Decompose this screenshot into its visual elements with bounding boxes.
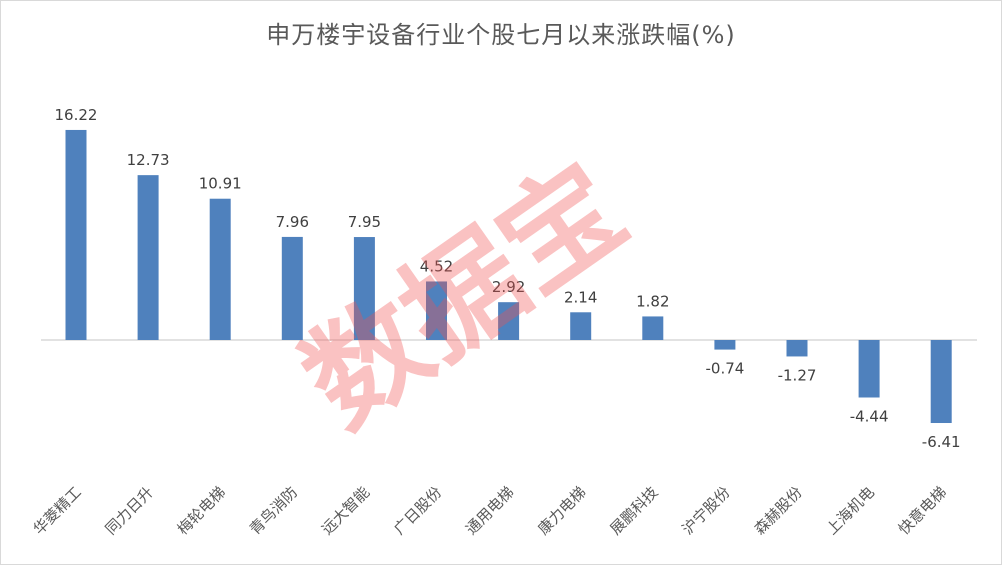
bar-1	[137, 175, 159, 340]
bar-2	[209, 198, 231, 340]
x-tick-label-2: 梅轮电梯	[174, 483, 229, 538]
x-tick-label-6: 通用电梯	[462, 483, 517, 538]
data-label-8: 1.82	[636, 292, 669, 310]
bar-5	[426, 281, 447, 340]
data-label-9: -0.74	[705, 360, 744, 378]
x-tick-label-3: 青鸟消防	[246, 483, 301, 538]
data-label-6: 2.92	[492, 278, 525, 296]
data-label-7: 2.14	[564, 288, 597, 306]
bar-4	[353, 237, 375, 340]
x-tick-label-5: 广日股份	[390, 483, 445, 538]
data-label-5: 4.52	[420, 257, 453, 275]
data-label-2: 10.91	[199, 175, 242, 193]
x-tick-label-10: 森赫股份	[751, 483, 806, 538]
x-tick-label-7: 康力电梯	[534, 483, 589, 538]
data-label-3: 7.96	[276, 213, 309, 231]
data-label-0: 16.22	[55, 106, 98, 124]
x-tick-label-9: 沪宁股份	[679, 483, 734, 538]
data-label-11: -4.44	[850, 407, 889, 425]
x-tick-label-8: 展鹏科技	[606, 483, 661, 538]
bar-8	[642, 316, 664, 340]
chart-title: 申万楼宇设备行业个股七月以来涨跌幅(%)	[266, 21, 736, 49]
x-tick-label-12: 快意电梯	[895, 483, 950, 538]
data-label-10: -1.27	[778, 366, 817, 384]
data-label-4: 7.95	[348, 213, 381, 231]
x-tick-label-11: 上海机电	[823, 483, 878, 538]
bar-0	[65, 129, 87, 340]
x-tick-label-4: 远大智能	[318, 483, 373, 538]
bar-7	[570, 312, 592, 340]
data-label-1: 12.73	[127, 151, 170, 169]
x-tick-label-1: 同力日升	[102, 483, 157, 538]
data-label-12: -6.41	[922, 433, 961, 451]
bar-11	[858, 340, 880, 398]
x-tick-label-0: 华菱精工	[30, 483, 85, 538]
bar-12	[930, 340, 952, 424]
bar-3	[281, 236, 303, 340]
bar-9	[714, 340, 736, 350]
bar-10	[786, 340, 808, 357]
bar-6	[498, 302, 520, 340]
